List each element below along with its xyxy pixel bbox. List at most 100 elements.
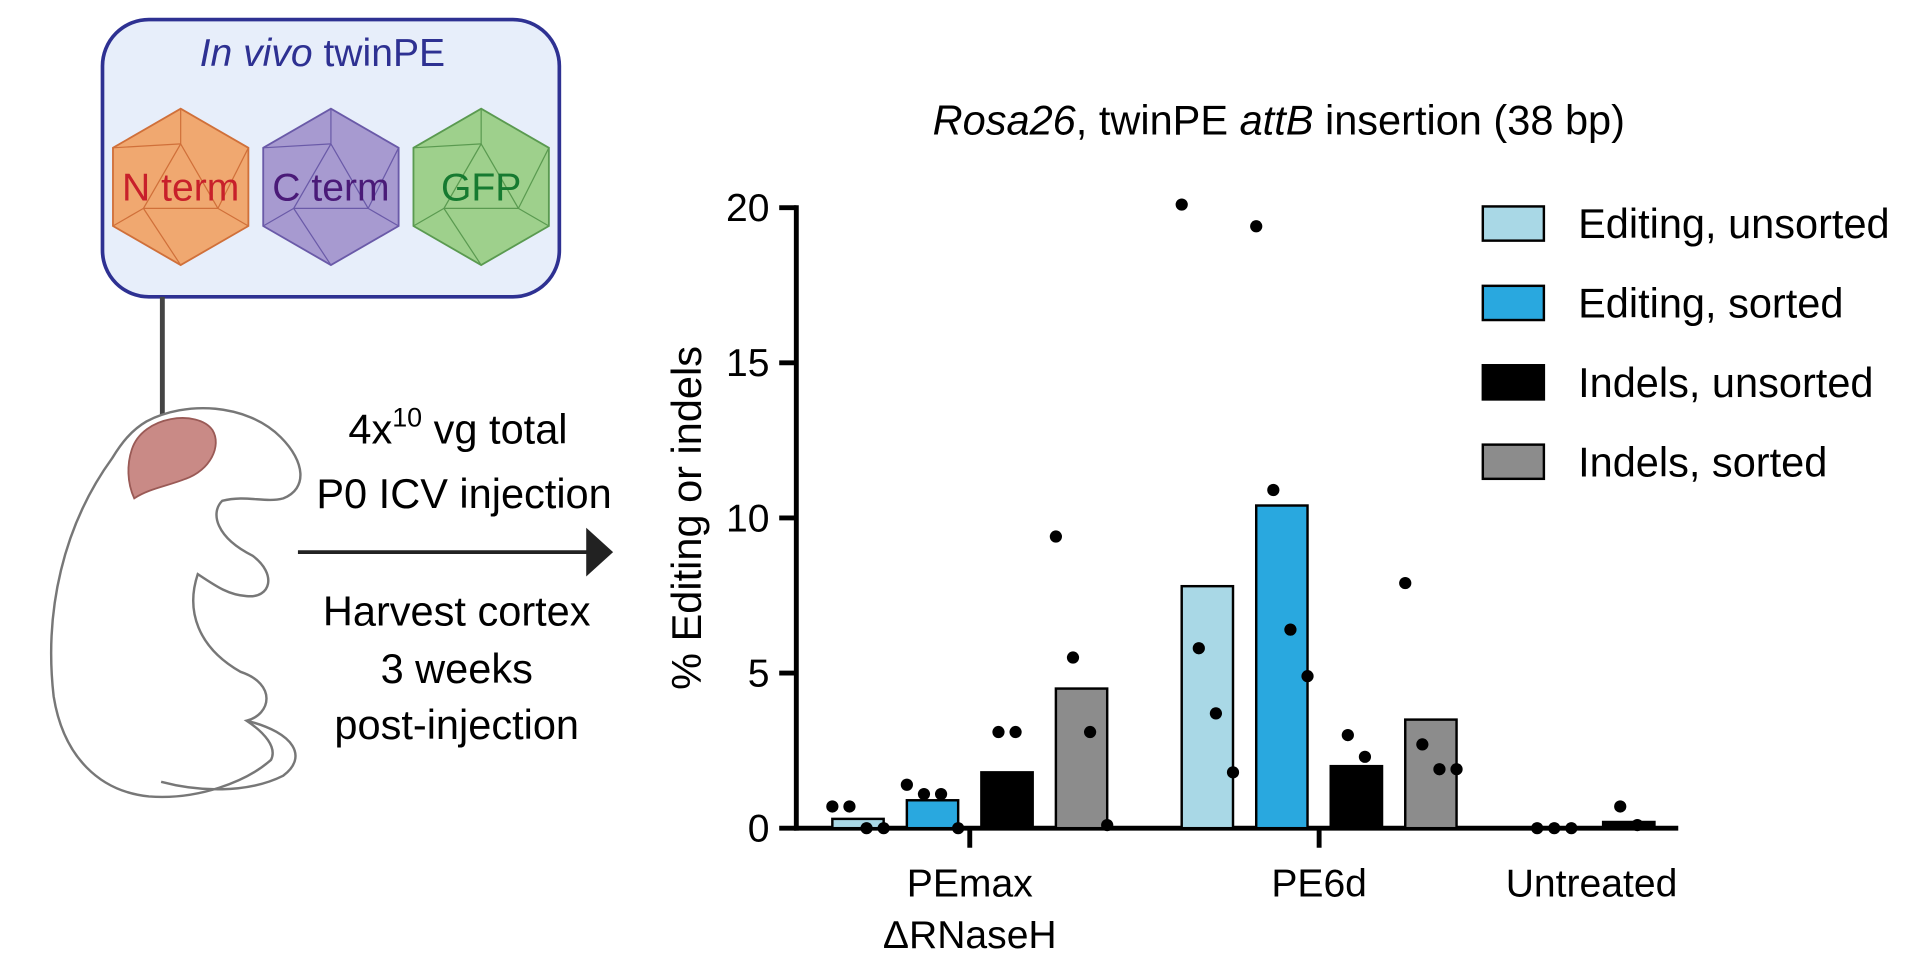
data-point bbox=[1009, 725, 1022, 739]
capsid-edge bbox=[518, 207, 550, 227]
chart-title-part: , twinPE bbox=[1076, 96, 1240, 143]
dose-exponent: 10 bbox=[392, 402, 422, 432]
dose-rest: vg total bbox=[422, 405, 567, 452]
data-point bbox=[952, 822, 965, 835]
bar bbox=[831, 817, 885, 830]
legend-swatch bbox=[1481, 284, 1546, 322]
data-point bbox=[1341, 729, 1354, 742]
data-point bbox=[1101, 818, 1114, 832]
chart-title-part: Rosa26 bbox=[933, 96, 1077, 143]
data-point bbox=[1358, 750, 1372, 763]
chart-title-part: attB bbox=[1240, 96, 1314, 143]
legend-swatch bbox=[1481, 205, 1546, 242]
box-title: In vivo twinPE bbox=[200, 32, 445, 75]
harvest-label: post-injection bbox=[334, 701, 579, 748]
capsid-edge bbox=[112, 207, 144, 227]
capsid-facet bbox=[292, 142, 370, 210]
data-point bbox=[1066, 651, 1080, 664]
legend-label: Editing, sorted bbox=[1578, 280, 1843, 327]
capsid-edge bbox=[443, 208, 482, 266]
data-point bbox=[917, 787, 931, 801]
capsids: N term C term GFP bbox=[112, 107, 550, 267]
y-tick-label: 10 bbox=[726, 497, 769, 540]
capsid-facet bbox=[142, 142, 219, 210]
capsid-edge bbox=[217, 207, 249, 227]
data-point bbox=[1614, 800, 1627, 813]
arrow-head bbox=[586, 527, 614, 577]
data-point bbox=[1175, 198, 1188, 211]
data-point bbox=[826, 800, 839, 813]
capsid-edge bbox=[413, 207, 445, 227]
data-point bbox=[1049, 530, 1062, 543]
data-point bbox=[1416, 738, 1429, 751]
data-point bbox=[1531, 822, 1544, 835]
capsid-edge bbox=[142, 208, 182, 266]
data-point bbox=[1284, 623, 1297, 636]
data-point bbox=[1548, 822, 1561, 835]
data-point bbox=[1450, 763, 1463, 776]
capsid-edge bbox=[293, 208, 332, 266]
schematic: In vivo twinPE N term C term GFP 4x10 vg t… bbox=[49, 17, 614, 799]
data-point bbox=[1267, 483, 1280, 497]
data-point bbox=[877, 822, 890, 835]
box-title-part: twinPE bbox=[313, 32, 445, 75]
bar bbox=[1329, 764, 1384, 830]
capsid-label: GFP bbox=[441, 166, 521, 209]
mouse bbox=[49, 407, 302, 799]
bar bbox=[1180, 584, 1235, 830]
bar bbox=[980, 771, 1034, 830]
data-point bbox=[900, 778, 913, 791]
legend-label: Editing, unsorted bbox=[1578, 200, 1890, 247]
data-point bbox=[1083, 725, 1097, 739]
x-tick-label: PEmax ΔRNaseH bbox=[883, 863, 1057, 957]
data-point bbox=[1301, 670, 1314, 683]
data-point bbox=[860, 822, 873, 835]
capsid-edge bbox=[517, 147, 550, 209]
mouse-tail bbox=[160, 719, 297, 791]
capsid-edge bbox=[217, 147, 249, 209]
capsid-edge bbox=[367, 147, 400, 209]
injection-label: P0 ICV injection bbox=[316, 470, 611, 517]
y-tick-label: 0 bbox=[748, 808, 770, 851]
data-point bbox=[843, 800, 856, 813]
bar bbox=[1254, 504, 1309, 830]
data-point bbox=[1433, 763, 1446, 776]
bar bbox=[1404, 718, 1458, 830]
bar bbox=[905, 799, 960, 830]
y-tick-label: 5 bbox=[748, 652, 770, 695]
data-point bbox=[1226, 766, 1240, 779]
data-point bbox=[934, 787, 948, 801]
data-point bbox=[1192, 642, 1205, 655]
data-point bbox=[1631, 818, 1644, 832]
capsid-edge bbox=[262, 207, 294, 227]
bar bbox=[1601, 820, 1656, 830]
dose-label: 4x10 vg total bbox=[348, 402, 567, 452]
legend-label: Indels, sorted bbox=[1578, 438, 1827, 485]
dose-base: 4x bbox=[348, 405, 392, 452]
box-title-part: In vivo bbox=[200, 32, 313, 75]
harvest-label: Harvest cortex bbox=[323, 587, 591, 634]
data-point bbox=[992, 725, 1005, 739]
data-point bbox=[1209, 707, 1223, 720]
capsid-facet bbox=[442, 142, 520, 210]
legend-swatch bbox=[1481, 364, 1546, 401]
brain bbox=[127, 417, 217, 500]
legend-label: Indels, unsorted bbox=[1578, 359, 1873, 406]
chart: Rosa26, twinPE attB insertion (38 bp) % … bbox=[663, 96, 1890, 957]
data-point bbox=[1399, 576, 1412, 590]
capsid-edge bbox=[263, 143, 331, 149]
chart-title: Rosa26, twinPE attB insertion (38 bp) bbox=[933, 96, 1625, 143]
harvest-label: 3 weeks bbox=[381, 645, 533, 692]
capsid-label: C term bbox=[272, 166, 389, 209]
capsid-label: N term bbox=[122, 166, 239, 209]
y-tick-label: 15 bbox=[726, 342, 769, 385]
y-tick-label: 20 bbox=[726, 187, 769, 230]
bar bbox=[1054, 687, 1109, 830]
capsid-edge bbox=[367, 207, 399, 227]
y-axis-label: % Editing or indels bbox=[663, 346, 710, 690]
legend-swatch bbox=[1481, 443, 1546, 481]
capsid-edge bbox=[112, 143, 181, 149]
data-point bbox=[1565, 822, 1578, 835]
